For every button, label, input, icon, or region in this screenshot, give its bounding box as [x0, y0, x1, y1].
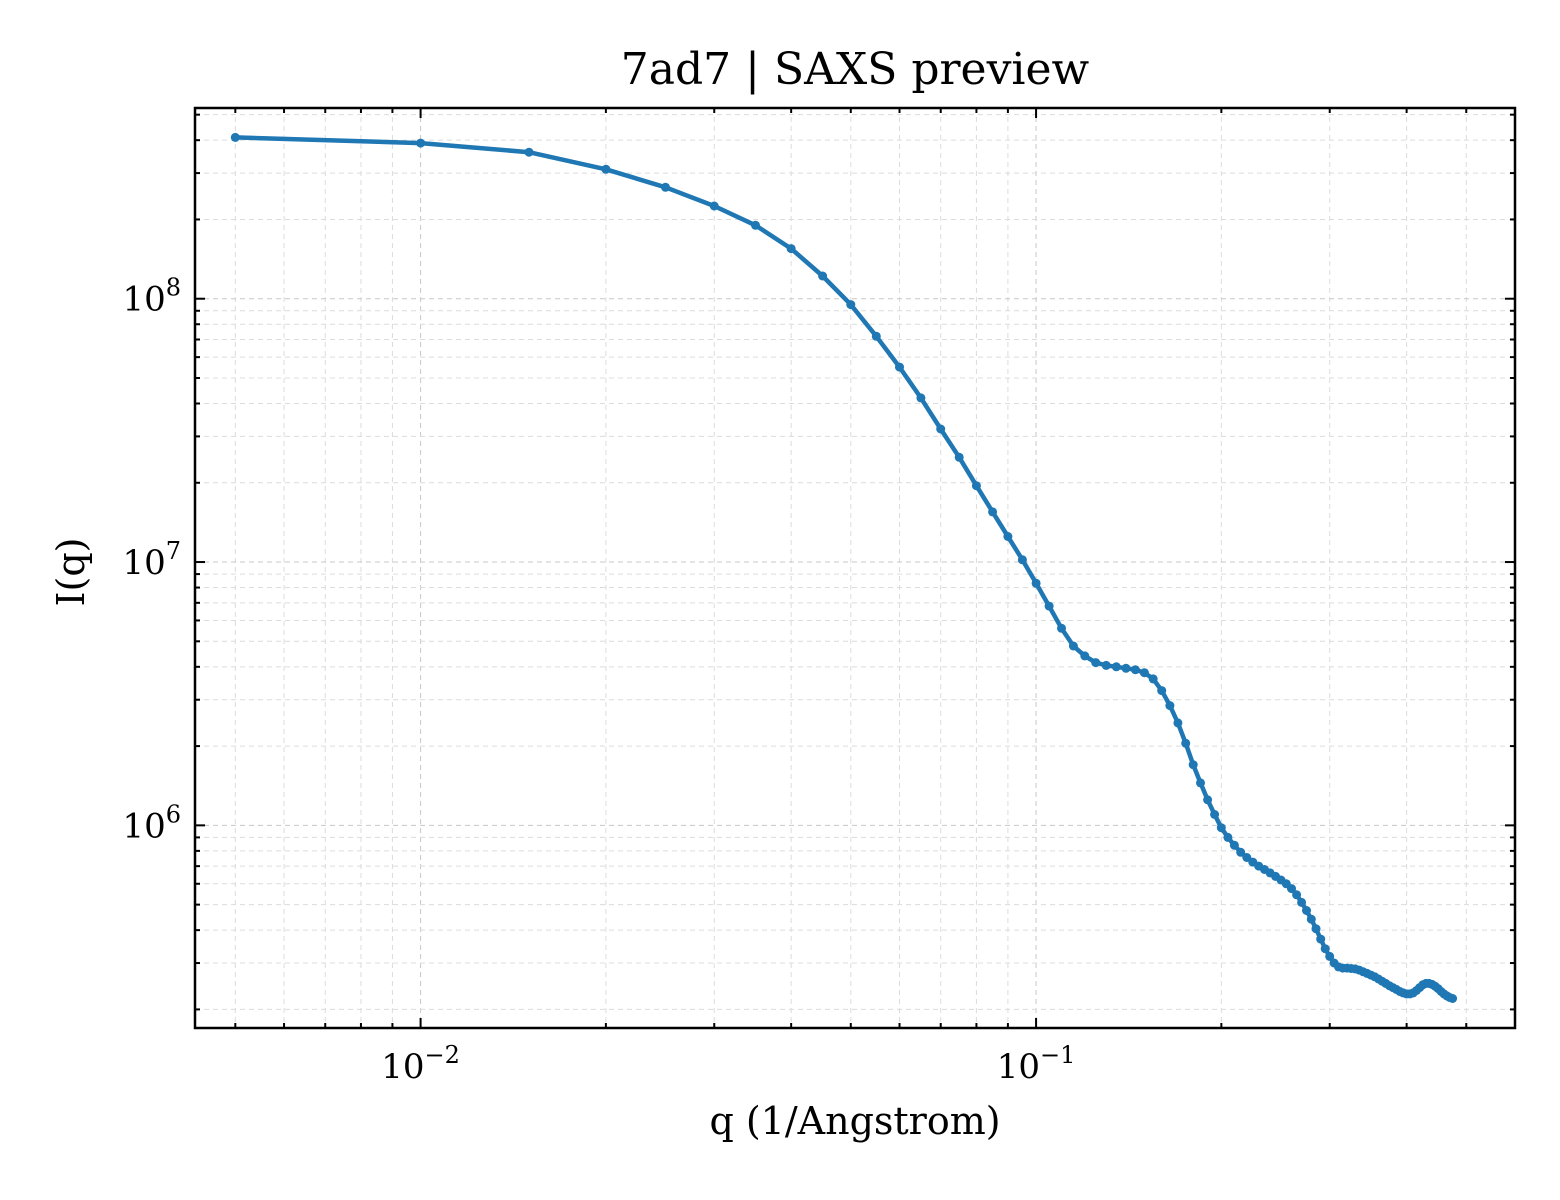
data-point	[1292, 890, 1302, 900]
data-point	[1139, 668, 1149, 678]
data-point	[988, 507, 998, 517]
data-point	[416, 138, 426, 148]
data-point	[846, 300, 856, 310]
data-point	[1311, 924, 1321, 934]
data-point	[709, 201, 719, 211]
data-point	[1068, 641, 1078, 651]
data-point	[1287, 884, 1296, 894]
data-point	[936, 424, 946, 434]
y-tick-label: 108	[122, 274, 181, 320]
data-point	[1165, 701, 1175, 711]
data-point	[661, 182, 670, 192]
data-point	[230, 132, 240, 142]
data-point	[1181, 738, 1191, 748]
data-point	[1229, 840, 1239, 850]
data-point	[1188, 760, 1198, 770]
data-point	[601, 164, 611, 174]
x-tick-label: 10−2	[381, 1041, 460, 1087]
data-point	[1316, 934, 1326, 944]
data-point	[1223, 832, 1233, 842]
series-layer	[230, 132, 1458, 1003]
data-point	[1306, 914, 1316, 924]
data-point	[895, 362, 904, 372]
data-point	[1196, 778, 1205, 788]
data-point	[1148, 674, 1158, 684]
data-point	[786, 244, 796, 254]
data-point	[971, 481, 981, 491]
grid	[195, 108, 1515, 1028]
data-point	[1216, 823, 1226, 833]
data-point	[916, 393, 926, 403]
data-point	[1080, 651, 1090, 661]
data-point	[1101, 660, 1111, 670]
tick-labels: 10−2 10−1 106 107 108	[122, 274, 1075, 1087]
y-tick-label: 106	[122, 800, 181, 846]
data-point	[1121, 663, 1131, 673]
data-point	[1236, 847, 1246, 857]
data-point	[1091, 658, 1101, 668]
data-point	[818, 271, 828, 281]
data-point	[1203, 795, 1213, 805]
chart-title: 7ad7 | SAXS preview	[621, 44, 1090, 95]
data-point	[1031, 578, 1041, 588]
data-point	[524, 147, 534, 157]
data-point	[1325, 951, 1335, 961]
data-point	[1448, 994, 1458, 1003]
data-point	[1044, 601, 1054, 611]
x-axis-label: q (1/Angstrom)	[709, 1099, 1000, 1143]
data-point	[871, 331, 881, 341]
y-axis-label: I(q)	[49, 538, 93, 607]
y-tick-label: 107	[122, 537, 181, 583]
data-point	[1157, 686, 1167, 696]
data-point	[1017, 555, 1027, 565]
x-tick-label: 10−1	[997, 1041, 1076, 1087]
data-point	[954, 452, 964, 462]
data-point	[1302, 906, 1311, 915]
plot-frame	[193, 106, 1517, 1030]
data-point	[1297, 897, 1307, 907]
data-point	[751, 220, 760, 230]
data-point	[1111, 662, 1121, 672]
data-point	[1320, 944, 1330, 954]
data-point	[1057, 623, 1066, 633]
data-point	[1003, 532, 1013, 541]
data-point	[1173, 718, 1183, 728]
data-point	[1210, 810, 1220, 819]
data-point	[1130, 665, 1140, 675]
